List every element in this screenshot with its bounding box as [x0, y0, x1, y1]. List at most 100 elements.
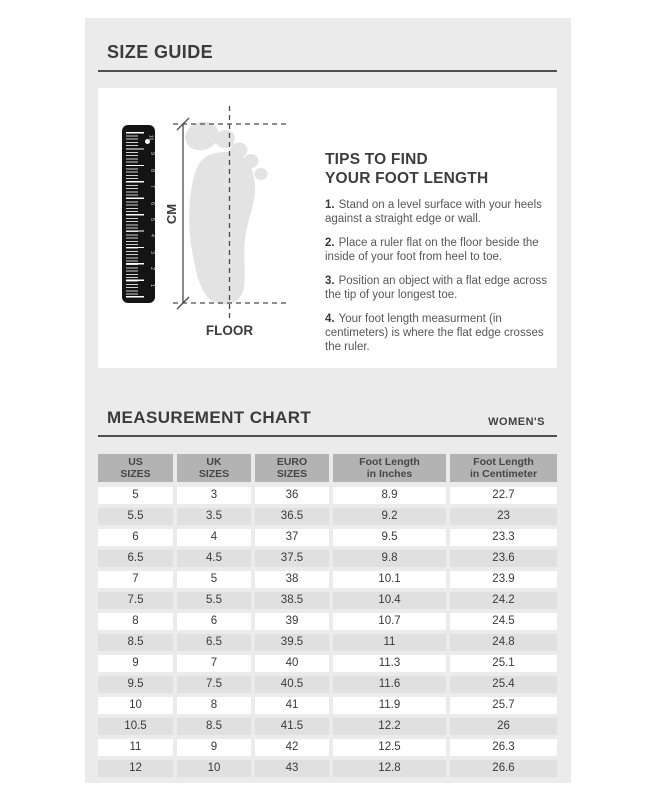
table-cell: 12	[98, 760, 173, 777]
table-cell: 10.5	[98, 718, 173, 735]
table-cell: 39.5	[255, 634, 329, 651]
table-cell: 38	[255, 571, 329, 588]
measure-tick-top	[176, 117, 190, 131]
table-cell: 24.8	[450, 634, 557, 651]
tip-item: 1. Stand on a level surface with your hee…	[325, 198, 554, 226]
table-cell: 9	[98, 655, 173, 672]
foot-sole	[189, 152, 256, 305]
toe-3	[230, 142, 248, 158]
tips-heading: TIPS TO FIND YOUR FOOT LENGTH	[325, 150, 554, 188]
size-table-body: 5 3 36 8.9 22.7 5.5 3.5 36.5 9.2 23 6 4 37 9.5 23.3 6.5…	[98, 487, 557, 777]
table-cell: 10	[177, 760, 251, 777]
table-cell: 40	[255, 655, 329, 672]
foot-diagram: CM FLOOR	[164, 106, 288, 338]
table-cell: 12.2	[333, 718, 446, 735]
table-cell: 39	[255, 613, 329, 630]
gender-label: WOMEN'S	[488, 416, 545, 428]
table-cell: 6	[98, 529, 173, 546]
table-cell: 25.7	[450, 697, 557, 714]
ruler-number: 8	[149, 168, 156, 172]
table-cell: 25.4	[450, 676, 557, 693]
table-cell: 23.6	[450, 550, 557, 567]
table-cell: 41.5	[255, 718, 329, 735]
table-cell: 9.2	[333, 508, 446, 525]
cm-label: CM	[164, 204, 179, 224]
table-cell: 37.5	[255, 550, 329, 567]
table-cell: 11.3	[333, 655, 446, 672]
ruler-number: 2	[149, 267, 156, 271]
table-cell: 5	[177, 571, 251, 588]
table-cell: 23	[450, 508, 557, 525]
table-cell: 12.5	[333, 739, 446, 756]
table-cell: 22.7	[450, 487, 557, 504]
table-cell: 9.5	[98, 676, 173, 693]
table-cell: 26	[450, 718, 557, 735]
table-cell: 11	[98, 739, 173, 756]
ruler-major-ticks	[126, 132, 144, 298]
table-cell: 5	[98, 487, 173, 504]
table-cell: 38.5	[255, 592, 329, 609]
table-cell: 3	[177, 487, 251, 504]
ruler-dot	[145, 139, 150, 144]
tip-text: Place a ruler flat on the floor beside t…	[325, 237, 539, 263]
table-cell: 26.3	[450, 739, 557, 756]
table-cell: 7.5	[177, 676, 251, 693]
table-cell: 40.5	[255, 676, 329, 693]
ruler-number: 6	[149, 201, 156, 205]
tip-number: 4.	[325, 313, 335, 325]
table-cell: 10.1	[333, 571, 446, 588]
table-cell: 5.5	[98, 508, 173, 525]
measurement-chart-title: MEASUREMENT CHART	[107, 408, 312, 427]
toe-5	[254, 168, 268, 180]
table-cell: 41	[255, 697, 329, 714]
tip-text: Stand on a level surface with your heels…	[325, 199, 542, 225]
table-cell: 7	[98, 571, 173, 588]
tip-number: 1.	[325, 199, 335, 211]
table-cell: 24.5	[450, 613, 557, 630]
tip-number: 2.	[325, 237, 335, 249]
table-cell: 3.5	[177, 508, 251, 525]
ruler-number: 4	[149, 234, 156, 238]
column-header: US SIZES	[98, 454, 173, 482]
table-cell: 8.5	[177, 718, 251, 735]
tip-number: 3.	[325, 275, 335, 287]
table-cell: 6.5	[98, 550, 173, 567]
table-cell: 37	[255, 529, 329, 546]
table-cell: 7.5	[98, 592, 173, 609]
big-toe	[185, 121, 219, 151]
tip-item: 2. Place a ruler flat on the floor beside…	[325, 236, 554, 264]
column-header: Foot Length in Inches	[333, 454, 446, 482]
column-header: Foot Length in Centimeter	[450, 454, 557, 482]
measurement-chart-title-row: MEASUREMENT CHART WOMEN'S	[98, 408, 557, 437]
table-cell: 11.6	[333, 676, 446, 693]
table-cell: 12.8	[333, 760, 446, 777]
table-cell: 25.1	[450, 655, 557, 672]
tips-heading-line1: TIPS TO FIND	[325, 151, 428, 168]
table-cell: 10	[98, 697, 173, 714]
table-cell: 11	[333, 634, 446, 651]
size-guide-panel: SIZE GUIDE 10 9 8 7 6 5 4 3 2 1	[85, 18, 571, 783]
tip-item: 4. Your foot length measurment (in centim…	[325, 312, 554, 354]
column-header: UK SIZES	[177, 454, 251, 482]
table-cell: 8	[177, 697, 251, 714]
table-cell: 9.5	[333, 529, 446, 546]
page-title: SIZE GUIDE	[107, 42, 214, 62]
ruler-number: 1	[149, 283, 156, 287]
table-cell: 6.5	[177, 634, 251, 651]
toe-4	[243, 154, 259, 168]
ruler-number: 3	[149, 250, 156, 254]
table-cell: 42	[255, 739, 329, 756]
size-table-header: US SIZES UK SIZES EURO SIZES Foot Length in…	[98, 454, 557, 482]
tips-section: TIPS TO FIND YOUR FOOT LENGTH 1. Stand on…	[325, 150, 554, 354]
ruler-number: 10	[147, 134, 154, 141]
tips-list: 1. Stand on a level surface with your hee…	[325, 198, 554, 354]
table-cell: 8	[98, 613, 173, 630]
table-cell: 23.9	[450, 571, 557, 588]
tip-text: Position an object with a flat edge acro…	[325, 275, 547, 301]
tips-heading-line2: YOUR FOOT LENGTH	[325, 170, 489, 187]
table-cell: 11.9	[333, 697, 446, 714]
table-cell: 6	[177, 613, 251, 630]
ruler-number: 5	[149, 218, 156, 221]
table-cell: 4	[177, 529, 251, 546]
column-header: EURO SIZES	[255, 454, 329, 482]
